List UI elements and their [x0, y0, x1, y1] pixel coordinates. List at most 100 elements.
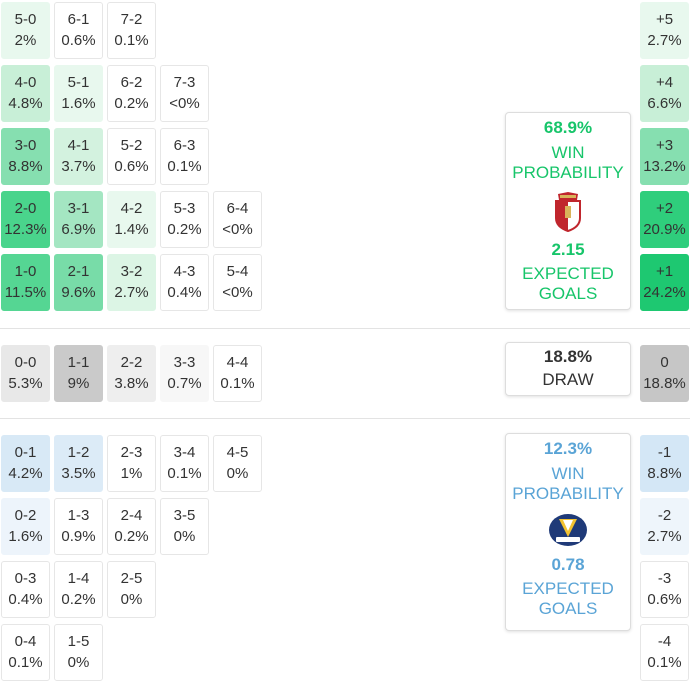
score-probability: 0.9% — [61, 527, 96, 545]
score-label: 5-2 — [120, 137, 143, 155]
score-cell: 1-2 3.5% — [54, 435, 103, 492]
score-probability: 2% — [14, 31, 37, 49]
score-label: 4-4 — [226, 354, 249, 372]
score-label: 6-1 — [67, 11, 90, 29]
score-label: 4-3 — [173, 263, 196, 281]
score-label: 6-2 — [120, 74, 143, 92]
score-label: 0-4 — [14, 633, 37, 651]
score-cell: 5-2 0.6% — [107, 128, 156, 185]
score-label: +2 — [655, 200, 674, 218]
draw-probability: 18.8% — [543, 347, 593, 366]
score-label: 2-3 — [120, 444, 143, 462]
score-label: 7-2 — [120, 11, 143, 29]
goals-label-line: GOALS — [538, 599, 598, 619]
home-expected-goals-label: EXPECTED GOALS — [506, 264, 630, 305]
score-probability: 4.8% — [8, 94, 43, 112]
score-label: 5-3 — [173, 200, 196, 218]
score-cell: 6-4 <0% — [213, 191, 262, 248]
score-label: -1 — [657, 444, 672, 462]
score-label: 0-3 — [14, 570, 37, 588]
score-probability: 12.3% — [4, 220, 47, 238]
score-probability: 0.2% — [114, 94, 149, 112]
score-label: 3-3 — [173, 354, 196, 372]
score-cell: 6-1 0.6% — [54, 2, 103, 59]
section-divider — [0, 418, 690, 419]
score-probability: 0.1% — [167, 157, 202, 175]
score-label: 2-2 — [120, 354, 143, 372]
score-probability: 8.8% — [647, 464, 682, 482]
score-cell: 0-1 4.2% — [1, 435, 50, 492]
score-probability: 6.6% — [647, 94, 682, 112]
score-probability: 1.6% — [8, 527, 43, 545]
goal-margin-cell: -2 2.7% — [640, 498, 689, 555]
score-cell: 0-3 0.4% — [1, 561, 50, 618]
score-label: 5-1 — [67, 74, 90, 92]
away-team-card: 12.3% WIN PROBABILITY 0.78 EXPECTED GOAL… — [505, 433, 631, 631]
score-cell: 2-2 3.8% — [107, 345, 156, 402]
score-label: 1-5 — [67, 633, 90, 651]
score-label: +3 — [655, 137, 674, 155]
score-probability: 20.9% — [643, 220, 686, 238]
score-probability: 9.6% — [61, 283, 96, 301]
expected-label-line: EXPECTED — [522, 578, 614, 598]
score-cell: 0-2 1.6% — [1, 498, 50, 555]
goal-margin-cell: +1 24.2% — [640, 254, 689, 311]
score-label: 2-4 — [120, 507, 143, 525]
score-probability: 3.5% — [61, 464, 96, 482]
away-team-crest-icon — [549, 513, 587, 546]
score-label: 3-1 — [67, 200, 90, 218]
score-label: 2-1 — [67, 263, 90, 281]
score-label: 3-0 — [14, 137, 37, 155]
score-cell: 2-5 0% — [107, 561, 156, 618]
score-probability: 13.2% — [643, 157, 686, 175]
score-cell: 4-5 0% — [213, 435, 262, 492]
probability-label-line: PROBABILITY — [512, 484, 624, 504]
score-label: 7-3 — [173, 74, 196, 92]
score-cell: 2-1 9.6% — [54, 254, 103, 311]
score-probability: 0.1% — [167, 464, 202, 482]
score-probability: 2.7% — [647, 527, 682, 545]
score-cell: 7-3 <0% — [160, 65, 209, 122]
score-cell: 1-4 0.2% — [54, 561, 103, 618]
away-expected-goals-label: EXPECTED GOALS — [506, 579, 630, 620]
score-probability: 1% — [120, 464, 143, 482]
score-probability: 0% — [120, 590, 143, 608]
score-cell: 6-3 0.1% — [160, 128, 209, 185]
score-label: +1 — [655, 263, 674, 281]
score-cell: 2-3 1% — [107, 435, 156, 492]
score-label: 2-5 — [120, 570, 143, 588]
score-label: -3 — [657, 570, 672, 588]
score-probability: 1.4% — [114, 220, 149, 238]
score-label: 3-4 — [173, 444, 196, 462]
score-probability: 0.2% — [61, 590, 96, 608]
probability-label-line: PROBABILITY — [512, 163, 624, 183]
score-label: +5 — [655, 11, 674, 29]
score-probability: 0% — [226, 464, 249, 482]
score-probability: <0% — [222, 283, 253, 301]
score-probability: 18.8% — [643, 374, 686, 392]
score-label: 5-0 — [14, 11, 37, 29]
score-cell: 4-3 0.4% — [160, 254, 209, 311]
score-probability: 5.3% — [8, 374, 43, 392]
score-probability: 2.7% — [647, 31, 682, 49]
score-label: 5-4 — [226, 263, 249, 281]
win-label-line: WIN — [551, 464, 585, 483]
score-label: 3-5 — [173, 507, 196, 525]
score-cell: 2-4 0.2% — [107, 498, 156, 555]
score-probability: 0.6% — [647, 590, 682, 608]
goal-margin-cell: +5 2.7% — [640, 2, 689, 59]
away-win-label: WIN PROBABILITY — [506, 464, 630, 505]
score-cell: 2-0 12.3% — [1, 191, 50, 248]
goal-margin-cell: +2 20.9% — [640, 191, 689, 248]
goal-margin-cell: -3 0.6% — [640, 561, 689, 618]
score-probability: 0.1% — [647, 653, 682, 671]
goals-label-line: GOALS — [538, 284, 598, 304]
score-probability: 0.1% — [220, 374, 255, 392]
score-label: 2-0 — [14, 200, 37, 218]
score-probability: 1.6% — [61, 94, 96, 112]
section-divider — [0, 328, 690, 329]
score-label: 4-2 — [120, 200, 143, 218]
score-label: -4 — [657, 633, 672, 651]
score-probability: <0% — [169, 94, 200, 112]
score-probability: 0.2% — [167, 220, 202, 238]
